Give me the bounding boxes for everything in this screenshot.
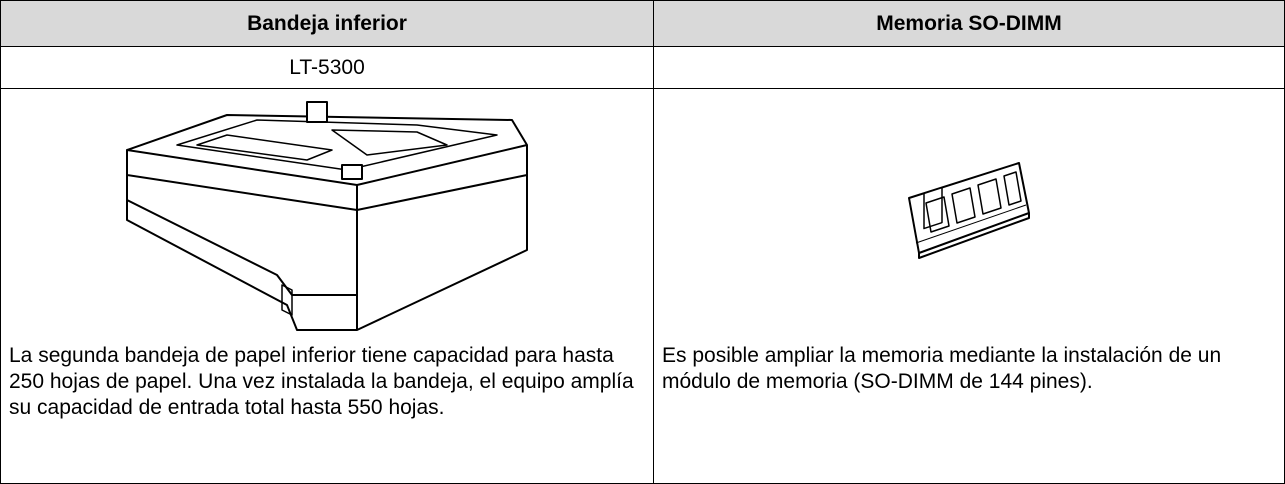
- lower-tray-illustration: [126, 101, 528, 331]
- so-dimm-illustration: [908, 161, 1030, 259]
- empty-cell: [653, 46, 1285, 89]
- column-header: Bandeja inferior: [0, 0, 654, 47]
- image-cell: [653, 88, 1285, 341]
- model-cell: LT-5300: [0, 46, 654, 89]
- description-cell: La segunda bandeja de papel inferior tie…: [0, 341, 654, 484]
- description-cell: Es posible ampliar la memoria mediante l…: [653, 341, 1285, 484]
- image-cell: [0, 88, 654, 341]
- column-header: Memoria SO-DIMM: [653, 0, 1285, 47]
